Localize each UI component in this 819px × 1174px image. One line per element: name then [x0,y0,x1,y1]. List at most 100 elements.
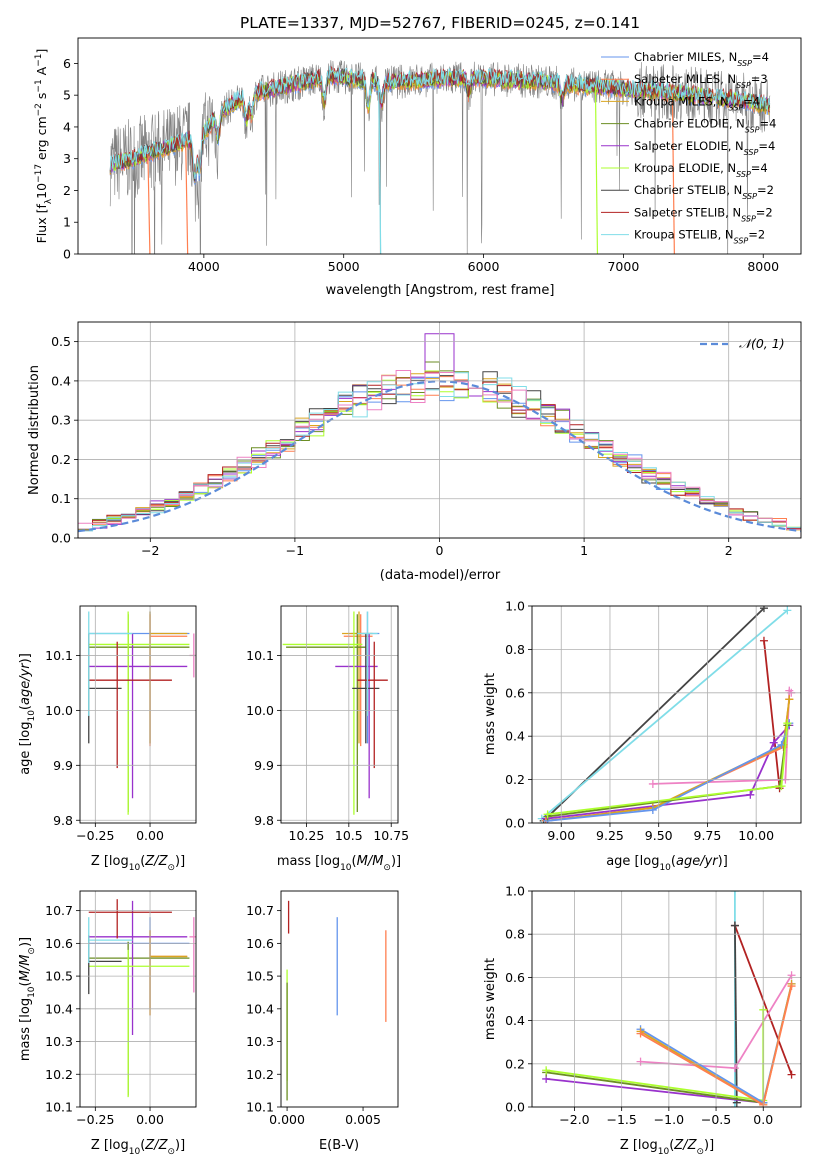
y-tick-label: 0.6 [505,685,525,700]
x-tick-label: 10.00 [738,828,774,843]
data-point-marker [777,782,786,791]
y-tick-label: 10.1 [246,1100,274,1115]
mass-weight-line [734,925,738,1103]
hist-y-label: Normed distribution [27,365,42,495]
x-tick-label: 9.75 [694,828,722,843]
y-tick-label: 9.8 [53,813,73,828]
x-tick-label: 10.5 [335,828,363,843]
axes-frame [280,605,399,824]
y-tick-label: 0.2 [51,452,71,467]
model-spike [594,86,599,254]
age_vs_mass-plot-area [282,611,388,815]
data-point-marker [730,1064,739,1073]
x-tick-label: 9.00 [547,828,575,843]
x-tick-label: 10.25 [289,828,325,843]
data-point-marker [730,921,739,930]
x-tick-label: 5000 [328,259,360,274]
data-point-marker [787,982,796,991]
model-spike [378,81,382,254]
x-tick-label: 2 [725,543,733,558]
y-tick-label: 3 [63,151,71,166]
x-tick-label: 9.50 [645,828,673,843]
y-tick-label: 0.8 [505,927,525,942]
axes-frame [79,890,197,1108]
y-tick-label: 1.0 [505,884,525,899]
figure-title: PLATE=1337, MJD=52767, FIBERID=0245, z=0… [240,14,640,32]
legend-entry-label: Salpeter ELODIE, NSSP=4 [634,139,775,157]
x-tick-label: 0 [436,543,444,558]
axes-frame [280,890,399,1108]
y-tick-label: 0.5 [51,334,71,349]
legend-entry-label: Kroupa STELIB, NSSP=2 [634,228,765,246]
data-point-marker [746,790,755,799]
mass-weight-line [652,688,792,785]
x-tick-label: −1.0 [654,1112,684,1127]
y-tick-label: 1 [63,215,71,230]
model-spectrum-line [109,65,771,179]
mass-vs-Z-x-label: Z [log10(Z/Z⊙)] [91,1138,185,1157]
x-tick-label: 1 [580,543,588,558]
y-tick-label: 0.4 [51,373,71,388]
legend-entry-label: Chabrier MILES, NSSP=4 [634,50,769,68]
data-point-marker [730,891,739,895]
hist-x-label: (data-model)/error [380,568,501,583]
mass-weight-line [541,609,788,820]
axes-frame [531,890,802,1108]
hist-legend-label: 𝒩(0, 1) [739,336,785,351]
y-tick-label: 10.7 [246,903,274,918]
x-tick-label: −0.5 [701,1112,731,1127]
y-tick-label: 0.1 [51,491,71,506]
legend-entry-label: Chabrier ELODIE, NSSP=4 [634,117,776,135]
x-tick-label: 0.0 [753,1112,773,1127]
mass-weight-vs-age-y-label: mass weight [483,673,498,755]
axes-frame [79,605,197,824]
x-tick-label: 0.000 [269,1112,305,1127]
y-tick-label: 0.8 [505,642,525,657]
y-tick-label: 0.0 [505,816,525,831]
y-tick-label: 2 [63,183,71,198]
x-tick-label: −0.25 [76,828,114,843]
spec-x-label: wavelength [Angstrom, rest frame] [326,283,555,298]
model-spike [185,141,189,254]
age-vs-mass-x-label: mass [log10(M/M⊙)] [277,854,401,873]
y-tick-label: 10.3 [45,1034,73,1049]
y-tick-label: 10.5 [246,969,274,984]
y-tick-label: 0 [63,247,71,262]
y-tick-label: 0.3 [51,413,71,428]
x-tick-label: −2 [141,543,159,558]
data-point-marker [542,1066,551,1075]
y-tick-label: 10.4 [246,1001,274,1016]
y-tick-label: 9.9 [254,758,274,773]
mass-weight-vs-age-x-label: age [log10(age/yr)] [606,854,728,873]
y-tick-label: 10.1 [45,648,73,663]
age-vs-Z-x-label: Z [log10(Z/Z⊙)] [91,854,185,873]
x-tick-label: 0.005 [345,1112,381,1127]
y-tick-label: 0.0 [51,531,71,546]
data-point-marker [787,971,796,980]
data-point-marker [648,779,657,788]
data-point-marker [785,695,794,704]
y-tick-label: 10.4 [45,1001,73,1016]
x-tick-label: −2.0 [559,1112,589,1127]
legend-entry-label: Chabrier STELIB, NSSP=2 [634,183,774,201]
x-tick-label: 0.00 [136,1112,164,1127]
y-tick-label: 9.8 [254,813,274,828]
y-tick-label: 6 [63,56,71,71]
y-tick-label: 10.1 [246,648,274,663]
spectrum-plot-area [109,60,771,254]
mass-weight-line [546,1071,764,1104]
y-tick-label: 5 [63,88,71,103]
model-spike [147,153,151,254]
mass-weight-vs-Z-x-label: Z [log10(Z/Z⊙)] [620,1138,714,1157]
data-point-marker [730,1103,739,1107]
data-point-marker [787,1070,796,1079]
mass-weight-vs-Z-y-label: mass weight [483,958,498,1040]
mass-vs-Z-y-label: mass [log10(M/M⊙)] [18,937,37,1061]
y-tick-label: 0.2 [505,1056,525,1071]
x-tick-label: −1 [286,543,304,558]
mass-weight-line [763,640,781,789]
data-point-marker [636,1057,645,1066]
mass-weight-line [546,1078,764,1104]
data-point-marker [759,606,768,613]
